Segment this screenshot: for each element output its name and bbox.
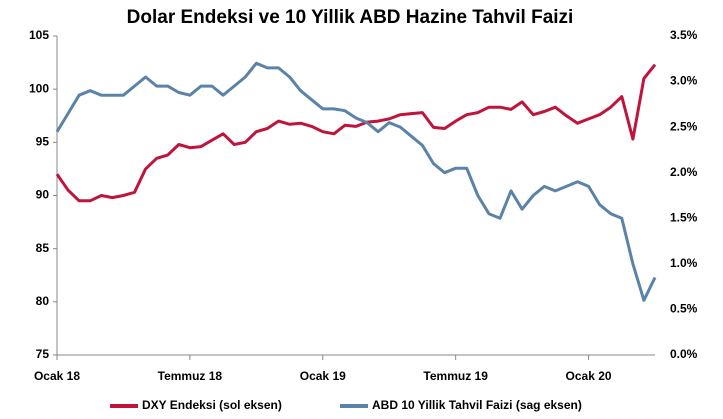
y2-tick-label: 1.5%	[670, 210, 698, 224]
y2-tick-label: 2.0%	[670, 165, 698, 179]
y-tick-label: 75	[36, 347, 50, 361]
y2-tick-label: 2.5%	[670, 119, 698, 133]
y2-tick-label: 3.0%	[670, 74, 698, 88]
chart-title: Dolar Endeksi ve 10 Yillik ABD Hazine Ta…	[127, 7, 574, 28]
y2-tick-label: 0.0%	[670, 347, 698, 361]
y-tick-label: 100	[29, 81, 49, 95]
y-tick-label: 85	[36, 241, 50, 255]
y2-tick-label: 0.5%	[670, 302, 698, 316]
x-tick-label: Ocak 19	[300, 369, 346, 383]
y2-tick-label: 3.5%	[670, 28, 698, 42]
x-tick-label: Ocak 18	[34, 369, 80, 383]
line-series	[55, 61, 657, 302]
y2-tick-label: 1.0%	[670, 256, 698, 270]
y-tick-label: 80	[36, 294, 50, 308]
legend-label: DXY Endeksi (sol eksen)	[142, 398, 282, 412]
x-tick-label: Ocak 20	[566, 369, 612, 383]
line-series	[55, 63, 657, 203]
y-tick-label: 95	[36, 135, 50, 149]
x-tick-label: Temmuz 19	[423, 369, 488, 383]
y-tick-label: 105	[29, 28, 49, 42]
legend-label: ABD 10 Yillik Tahvil Faizi (sag eksen)	[372, 398, 582, 412]
x-tick-label: Temmuz 18	[158, 369, 223, 383]
y-tick-label: 90	[36, 188, 50, 202]
